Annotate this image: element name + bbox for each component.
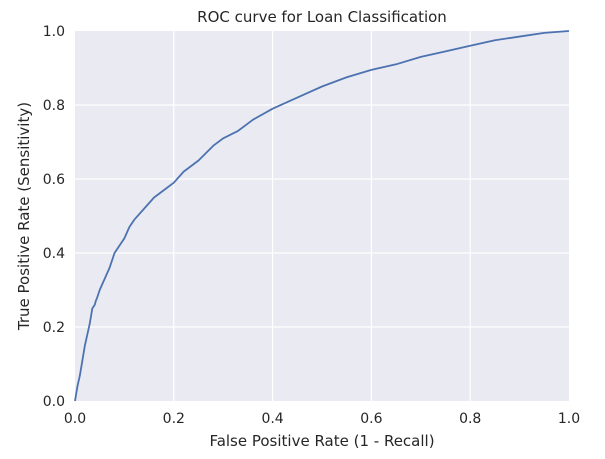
y-tick-label: 0.0 <box>43 394 65 410</box>
roc-curve-line <box>74 30 570 402</box>
x-tick-labels: 0.0 0.2 0.4 0.6 0.8 1.0 <box>64 411 580 427</box>
plot-background <box>75 31 569 401</box>
x-tick-label: 0.6 <box>360 411 382 427</box>
x-tick-label: 1.0 <box>558 411 580 427</box>
x-tick-label: 0.8 <box>459 411 481 427</box>
y-tick-label: 1.0 <box>43 24 65 40</box>
y-tick-label: 0.6 <box>43 172 65 188</box>
y-axis-label: True Positive Rate (Sensitivity) <box>15 102 33 331</box>
chart-title: ROC curve for Loan Classification <box>197 8 447 26</box>
grid-lines <box>75 31 569 401</box>
y-tick-label: 0.8 <box>43 98 65 114</box>
x-tick-label: 0.2 <box>163 411 185 427</box>
y-tick-label: 0.4 <box>43 246 65 262</box>
x-axis-label: False Positive Rate (1 - Recall) <box>209 432 434 450</box>
x-tick-label: 0.0 <box>64 411 86 427</box>
y-tick-label: 0.2 <box>43 320 65 336</box>
x-tick-label: 0.4 <box>261 411 283 427</box>
y-tick-labels: 0.0 0.2 0.4 0.6 0.8 1.0 <box>43 24 65 410</box>
